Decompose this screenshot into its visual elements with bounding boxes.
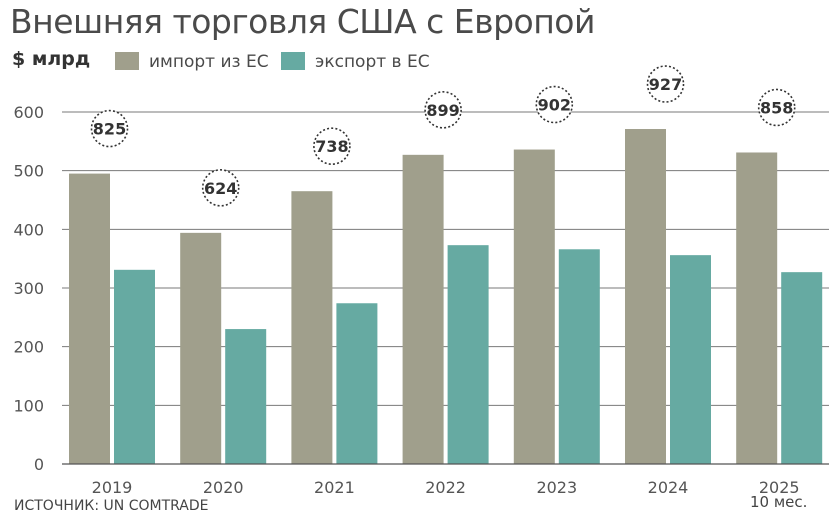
y-tick-label: 0 bbox=[34, 455, 44, 474]
bar-export-2021 bbox=[336, 303, 378, 464]
y-tick-label: 500 bbox=[13, 162, 44, 181]
legend-swatch-import bbox=[115, 52, 139, 70]
y-axis-unit: $ млрд bbox=[12, 48, 91, 70]
legend-item-export: экспорт в ЕС bbox=[281, 52, 430, 72]
y-tick-label: 400 bbox=[13, 220, 44, 239]
x-tick-label: 2024 bbox=[648, 478, 689, 497]
legend-swatch-export bbox=[281, 52, 305, 70]
bar-export-2022 bbox=[447, 245, 489, 464]
x-tick-label: 2025 bbox=[759, 478, 800, 497]
x-tick-label: 2021 bbox=[314, 478, 355, 497]
total-label-2022: 899 bbox=[426, 101, 459, 120]
chart-title: Внешняя торговля США с Европой bbox=[10, 2, 595, 41]
legend-label-export: экспорт в ЕС bbox=[315, 52, 430, 72]
x-tick-label: 2022 bbox=[425, 478, 466, 497]
total-bubble-2023 bbox=[535, 85, 574, 124]
total-label-2024: 927 bbox=[649, 75, 682, 94]
x-tick-label: 2019 bbox=[92, 478, 133, 497]
bar-export-2024 bbox=[670, 255, 711, 464]
total-bubble-2021 bbox=[313, 127, 351, 165]
source-note: ИСТОЧНИК: UN COMTRADE bbox=[14, 498, 209, 514]
bar-export-2019 bbox=[114, 269, 155, 464]
total-bubble-2024 bbox=[646, 65, 685, 103]
x-tick-label: 2020 bbox=[203, 478, 244, 497]
total-label-2025: 858 bbox=[760, 98, 793, 117]
legend-item-import: импорт из ЕС bbox=[115, 52, 269, 72]
total-bubble-2020 bbox=[201, 169, 240, 207]
total-bubble-2025 bbox=[757, 88, 796, 127]
y-tick-label: 300 bbox=[13, 279, 44, 298]
y-tick-label: 100 bbox=[13, 396, 44, 415]
total-bubble-2022 bbox=[424, 91, 462, 129]
bar-export-2020 bbox=[225, 329, 267, 464]
period-note: 10 мес. bbox=[750, 493, 808, 511]
bar-import-2019 bbox=[69, 173, 110, 464]
bar-import-2025 bbox=[736, 152, 778, 465]
bar-import-2020 bbox=[180, 232, 222, 464]
bar-export-2025 bbox=[781, 272, 823, 464]
total-label-2023: 902 bbox=[538, 96, 571, 115]
bar-import-2023 bbox=[513, 149, 555, 464]
bar-export-2023 bbox=[558, 249, 600, 464]
bar-import-2021 bbox=[291, 191, 333, 464]
bar-import-2024 bbox=[625, 129, 666, 464]
total-label-2021: 738 bbox=[315, 137, 348, 156]
total-label-2020: 624 bbox=[204, 179, 237, 198]
legend-label-import: импорт из ЕС bbox=[149, 52, 269, 72]
y-tick-label: 600 bbox=[13, 103, 44, 122]
bar-import-2022 bbox=[402, 154, 444, 464]
total-bubble-2019 bbox=[90, 109, 129, 148]
total-label-2019: 825 bbox=[93, 120, 126, 139]
y-tick-label: 200 bbox=[13, 338, 44, 357]
x-tick-label: 2023 bbox=[536, 478, 577, 497]
